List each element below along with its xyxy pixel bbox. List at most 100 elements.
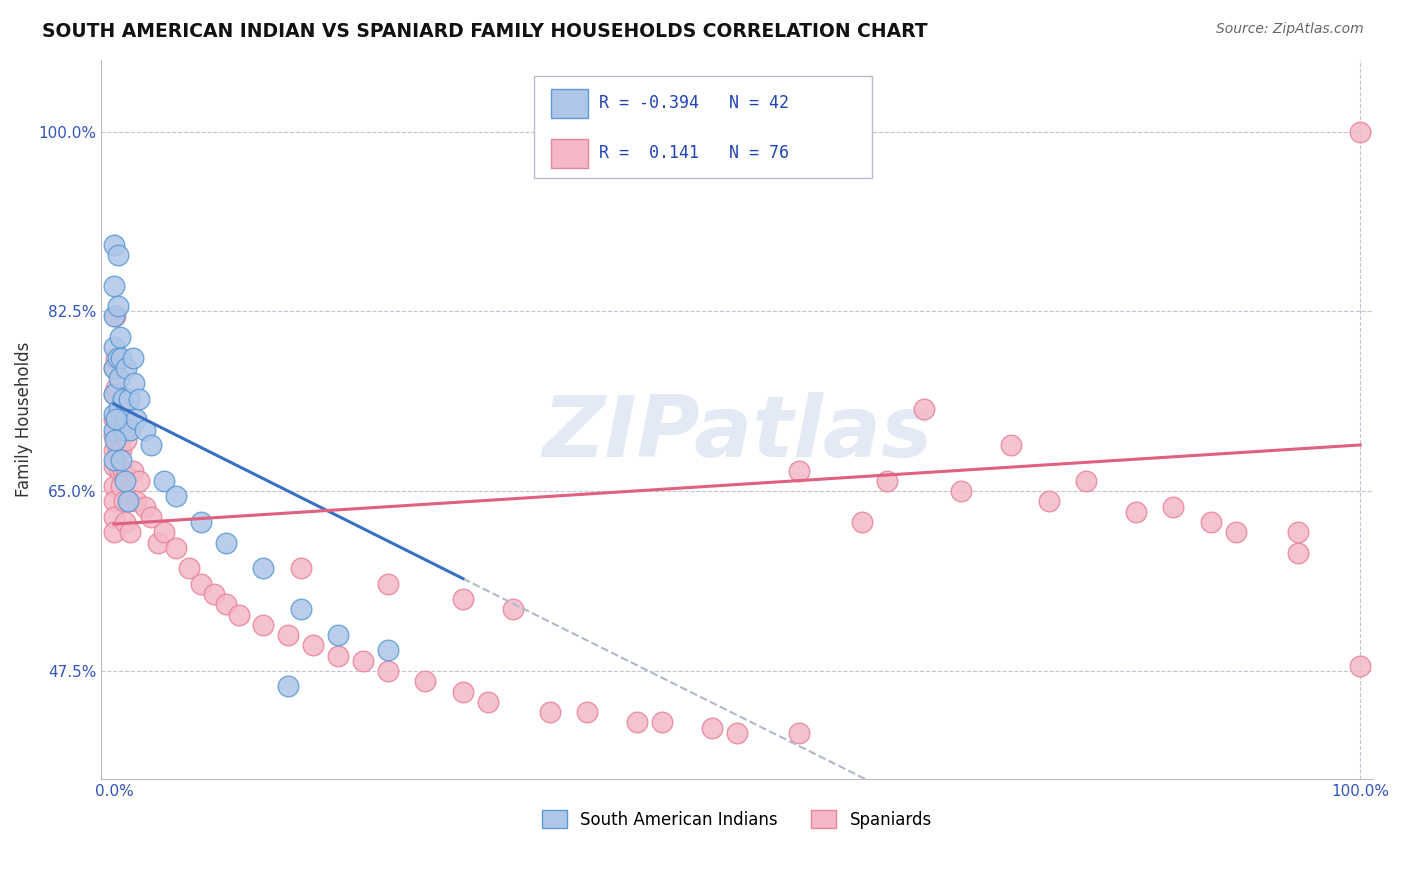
Point	[105, 381, 128, 395]
Point	[110, 443, 132, 458]
Text: SOUTH AMERICAN INDIAN VS SPANIARD FAMILY HOUSEHOLDS CORRELATION CHART: SOUTH AMERICAN INDIAN VS SPANIARD FAMILY…	[42, 22, 928, 41]
Point	[626, 715, 648, 730]
Point	[105, 412, 128, 426]
Point	[651, 715, 673, 730]
Point	[700, 721, 723, 735]
Point	[103, 278, 125, 293]
Point	[108, 464, 131, 478]
Point	[111, 464, 134, 478]
Point	[103, 525, 125, 540]
Text: R = -0.394   N = 42: R = -0.394 N = 42	[599, 95, 789, 112]
Point	[103, 360, 125, 375]
Point	[121, 351, 143, 365]
Point	[103, 360, 125, 375]
Point	[108, 433, 131, 447]
Point	[103, 443, 125, 458]
Point	[120, 423, 142, 437]
Point	[1161, 500, 1184, 514]
Point	[477, 695, 499, 709]
Point	[115, 412, 138, 426]
Point	[165, 489, 187, 503]
Point	[377, 664, 399, 678]
Point	[128, 392, 150, 406]
Point	[128, 474, 150, 488]
Point	[1286, 546, 1309, 560]
Point	[112, 494, 135, 508]
Point	[912, 402, 935, 417]
Point	[121, 464, 143, 478]
Point	[108, 402, 131, 417]
Point	[108, 371, 131, 385]
Point	[876, 474, 898, 488]
Point	[1074, 474, 1097, 488]
Point	[277, 680, 299, 694]
Point	[228, 607, 250, 622]
Point	[114, 515, 136, 529]
Point	[252, 561, 274, 575]
Point	[451, 592, 474, 607]
Point	[789, 464, 811, 478]
Point	[110, 479, 132, 493]
Point	[125, 494, 148, 508]
Point	[1225, 525, 1247, 540]
Point	[107, 351, 129, 365]
Point	[1286, 525, 1309, 540]
Point	[108, 402, 131, 417]
Text: R =  0.141   N = 76: R = 0.141 N = 76	[599, 145, 789, 162]
Point	[104, 433, 127, 447]
Point	[108, 330, 131, 344]
Point	[252, 617, 274, 632]
Point	[377, 643, 399, 657]
Point	[110, 351, 132, 365]
Point	[725, 725, 748, 739]
Point	[290, 602, 312, 616]
Point	[125, 412, 148, 426]
Point	[118, 494, 141, 508]
Point	[103, 407, 125, 421]
Text: ZIPatlas: ZIPatlas	[541, 392, 932, 475]
Point	[111, 392, 134, 406]
Point	[1199, 515, 1222, 529]
Point	[115, 360, 138, 375]
Point	[107, 443, 129, 458]
Point	[215, 597, 238, 611]
Legend: South American Indians, Spaniards: South American Indians, Spaniards	[536, 804, 939, 835]
Point	[202, 587, 225, 601]
Y-axis label: Family Households: Family Households	[15, 342, 32, 497]
Point	[851, 515, 873, 529]
Point	[103, 494, 125, 508]
Point	[134, 423, 156, 437]
Point	[103, 386, 125, 401]
Point	[103, 386, 125, 401]
Point	[290, 561, 312, 575]
Point	[103, 412, 125, 426]
Point	[190, 515, 212, 529]
Point	[1348, 659, 1371, 673]
Point	[141, 438, 163, 452]
Point	[451, 684, 474, 698]
Point	[105, 351, 128, 365]
Point	[950, 484, 973, 499]
Point	[302, 638, 325, 652]
Point	[789, 725, 811, 739]
Point	[177, 561, 200, 575]
Point	[190, 576, 212, 591]
Point	[115, 468, 138, 483]
Point	[328, 628, 350, 642]
Point	[103, 453, 125, 467]
Point	[103, 310, 125, 324]
Point	[107, 412, 129, 426]
Point	[377, 576, 399, 591]
Point	[118, 392, 141, 406]
Text: Source: ZipAtlas.com: Source: ZipAtlas.com	[1216, 22, 1364, 37]
Point	[328, 648, 350, 663]
Point	[1348, 124, 1371, 138]
Point	[165, 541, 187, 555]
Point	[114, 474, 136, 488]
Point	[103, 509, 125, 524]
Point	[115, 433, 138, 447]
Point	[122, 376, 145, 391]
Point	[103, 423, 125, 437]
Point	[277, 628, 299, 642]
Point	[107, 299, 129, 313]
